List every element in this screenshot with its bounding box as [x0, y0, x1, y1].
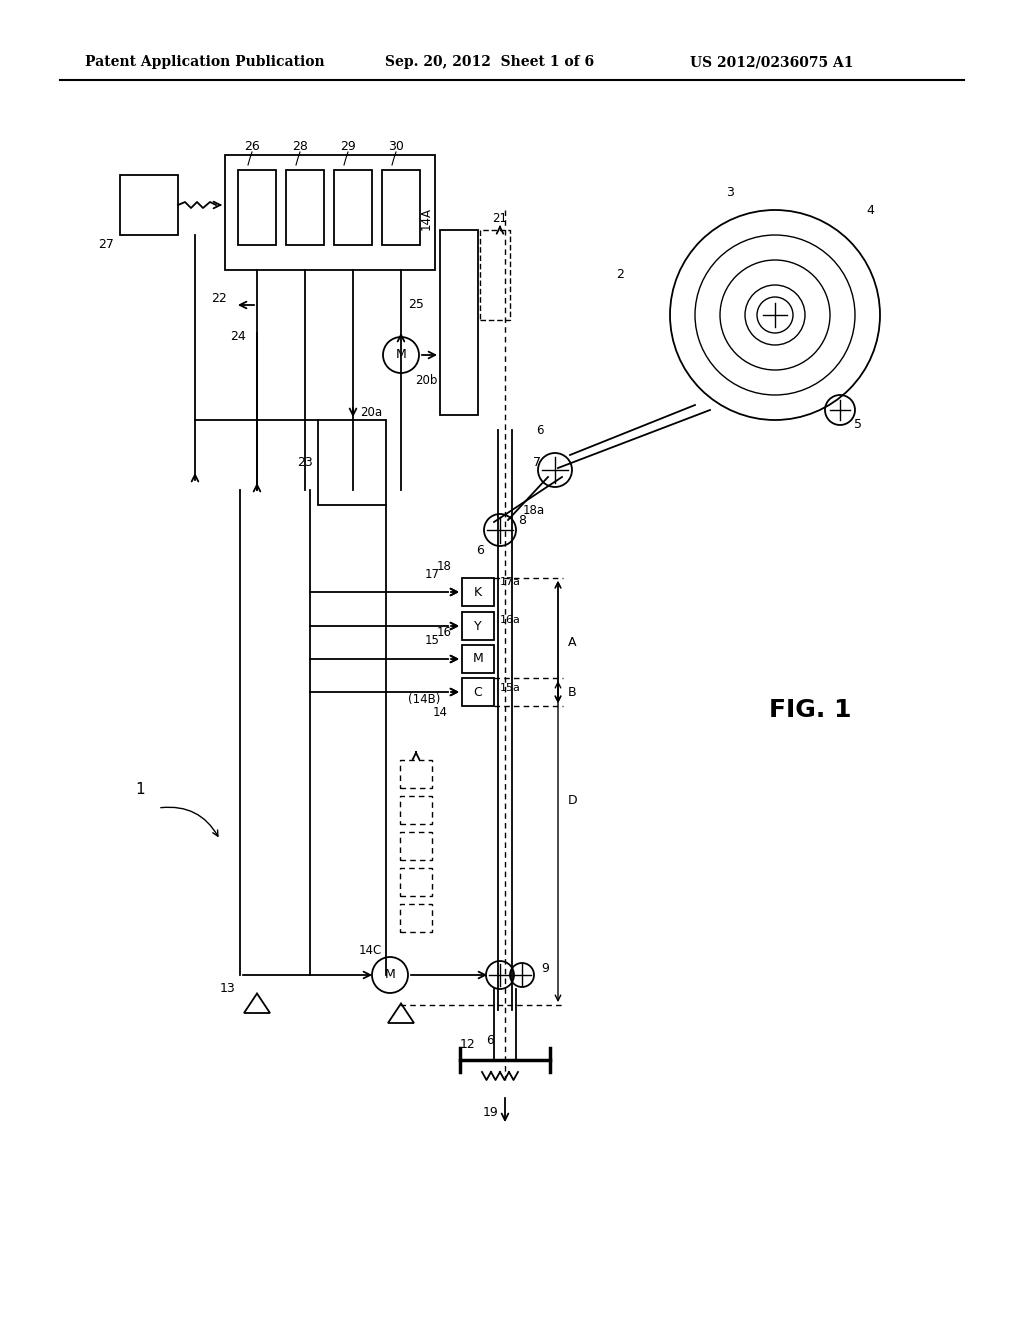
- Text: 5: 5: [854, 418, 862, 432]
- Bar: [400, 796, 432, 824]
- Text: M: M: [473, 652, 483, 665]
- Text: 29: 29: [340, 140, 356, 153]
- Bar: [400, 760, 432, 788]
- Text: 13: 13: [220, 982, 236, 994]
- Text: 6: 6: [537, 424, 544, 437]
- Bar: [462, 578, 494, 606]
- Text: Sep. 20, 2012  Sheet 1 of 6: Sep. 20, 2012 Sheet 1 of 6: [385, 55, 594, 69]
- Bar: [225, 154, 435, 271]
- Bar: [480, 230, 510, 319]
- Text: A: A: [568, 635, 577, 648]
- Bar: [400, 869, 432, 896]
- Bar: [400, 832, 432, 861]
- Text: 25: 25: [408, 298, 424, 312]
- Text: 7: 7: [534, 455, 541, 469]
- Text: 26: 26: [244, 140, 260, 153]
- Bar: [440, 230, 478, 414]
- Text: B: B: [568, 685, 577, 698]
- Text: 17: 17: [425, 568, 440, 581]
- Text: 17a: 17a: [500, 577, 520, 587]
- Text: 4: 4: [866, 203, 873, 216]
- Bar: [120, 176, 178, 235]
- Text: 9: 9: [541, 961, 549, 974]
- Text: 22: 22: [211, 292, 227, 305]
- Text: K: K: [474, 586, 482, 598]
- Text: M: M: [385, 969, 395, 982]
- Text: 14C: 14C: [358, 944, 382, 957]
- Text: 16a: 16a: [500, 615, 520, 624]
- Text: 30: 30: [388, 140, 403, 153]
- Text: 20a: 20a: [360, 405, 382, 418]
- Text: 3: 3: [726, 186, 734, 198]
- Text: 14: 14: [433, 705, 449, 718]
- Text: 12: 12: [460, 1039, 476, 1052]
- Text: 1: 1: [135, 783, 144, 797]
- Bar: [318, 420, 386, 506]
- Text: 24: 24: [230, 330, 246, 342]
- Text: 8: 8: [518, 513, 526, 527]
- Text: D: D: [568, 793, 578, 807]
- Text: US 2012/0236075 A1: US 2012/0236075 A1: [690, 55, 853, 69]
- Text: 15a: 15a: [500, 682, 520, 693]
- Text: 6: 6: [476, 544, 484, 557]
- Text: 16: 16: [437, 626, 452, 639]
- Text: 19: 19: [483, 1106, 499, 1118]
- Bar: [462, 678, 494, 706]
- Text: 18: 18: [437, 560, 452, 573]
- Text: Y: Y: [474, 619, 482, 632]
- Text: M: M: [395, 348, 407, 362]
- Text: FIG. 1: FIG. 1: [769, 698, 851, 722]
- Text: 23: 23: [297, 455, 313, 469]
- Text: Patent Application Publication: Patent Application Publication: [85, 55, 325, 69]
- Text: 18a: 18a: [523, 503, 545, 516]
- Text: C: C: [474, 685, 482, 698]
- Bar: [238, 170, 276, 246]
- Text: 6: 6: [486, 1034, 494, 1047]
- Text: (14B): (14B): [408, 693, 440, 706]
- Text: 2: 2: [616, 268, 624, 281]
- Bar: [334, 170, 372, 246]
- Bar: [462, 612, 494, 640]
- Bar: [400, 904, 432, 932]
- Text: 21: 21: [493, 211, 508, 224]
- Bar: [286, 170, 324, 246]
- Bar: [462, 645, 494, 673]
- Text: 15: 15: [425, 634, 440, 647]
- Text: 27: 27: [98, 239, 114, 252]
- Text: 14A: 14A: [420, 206, 433, 230]
- Text: 20b: 20b: [415, 374, 437, 387]
- Bar: [382, 170, 420, 246]
- Text: 28: 28: [292, 140, 308, 153]
